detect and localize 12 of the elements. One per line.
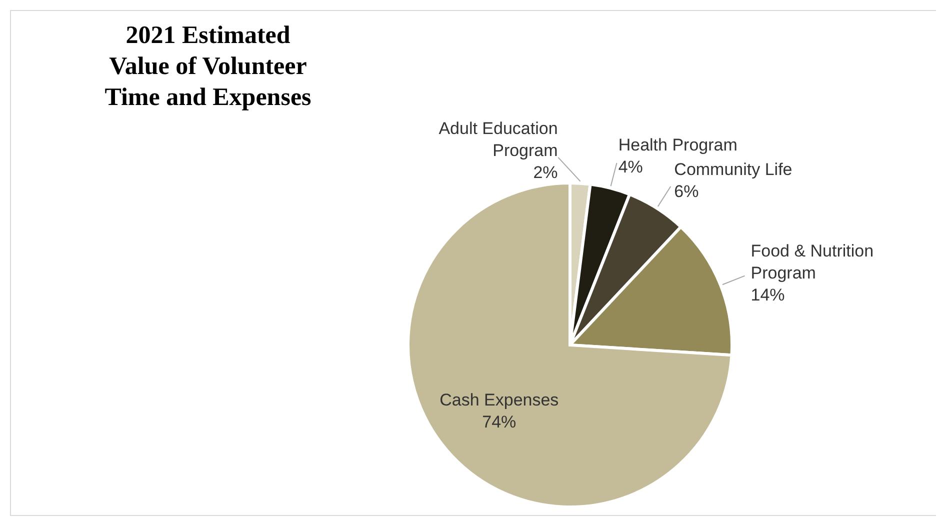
slice-label: Food & Nutrition Program [750, 241, 874, 282]
pie-slice [406, 182, 734, 508]
data-label: 74% [482, 412, 516, 432]
slice-label: Adult Education Program [438, 118, 558, 160]
text: 2021 Estimated Value of Volunteer Time and Expenses [104, 22, 312, 111]
data-label: 6% [674, 182, 699, 201]
slice-label: Community Life [674, 160, 792, 179]
slice-label: Health Program [618, 136, 738, 155]
slice-label: Cash Expenses [440, 390, 559, 410]
data-label: 14% [750, 285, 785, 304]
data-label: 2% [533, 162, 558, 182]
data-label: 4% [618, 158, 643, 177]
